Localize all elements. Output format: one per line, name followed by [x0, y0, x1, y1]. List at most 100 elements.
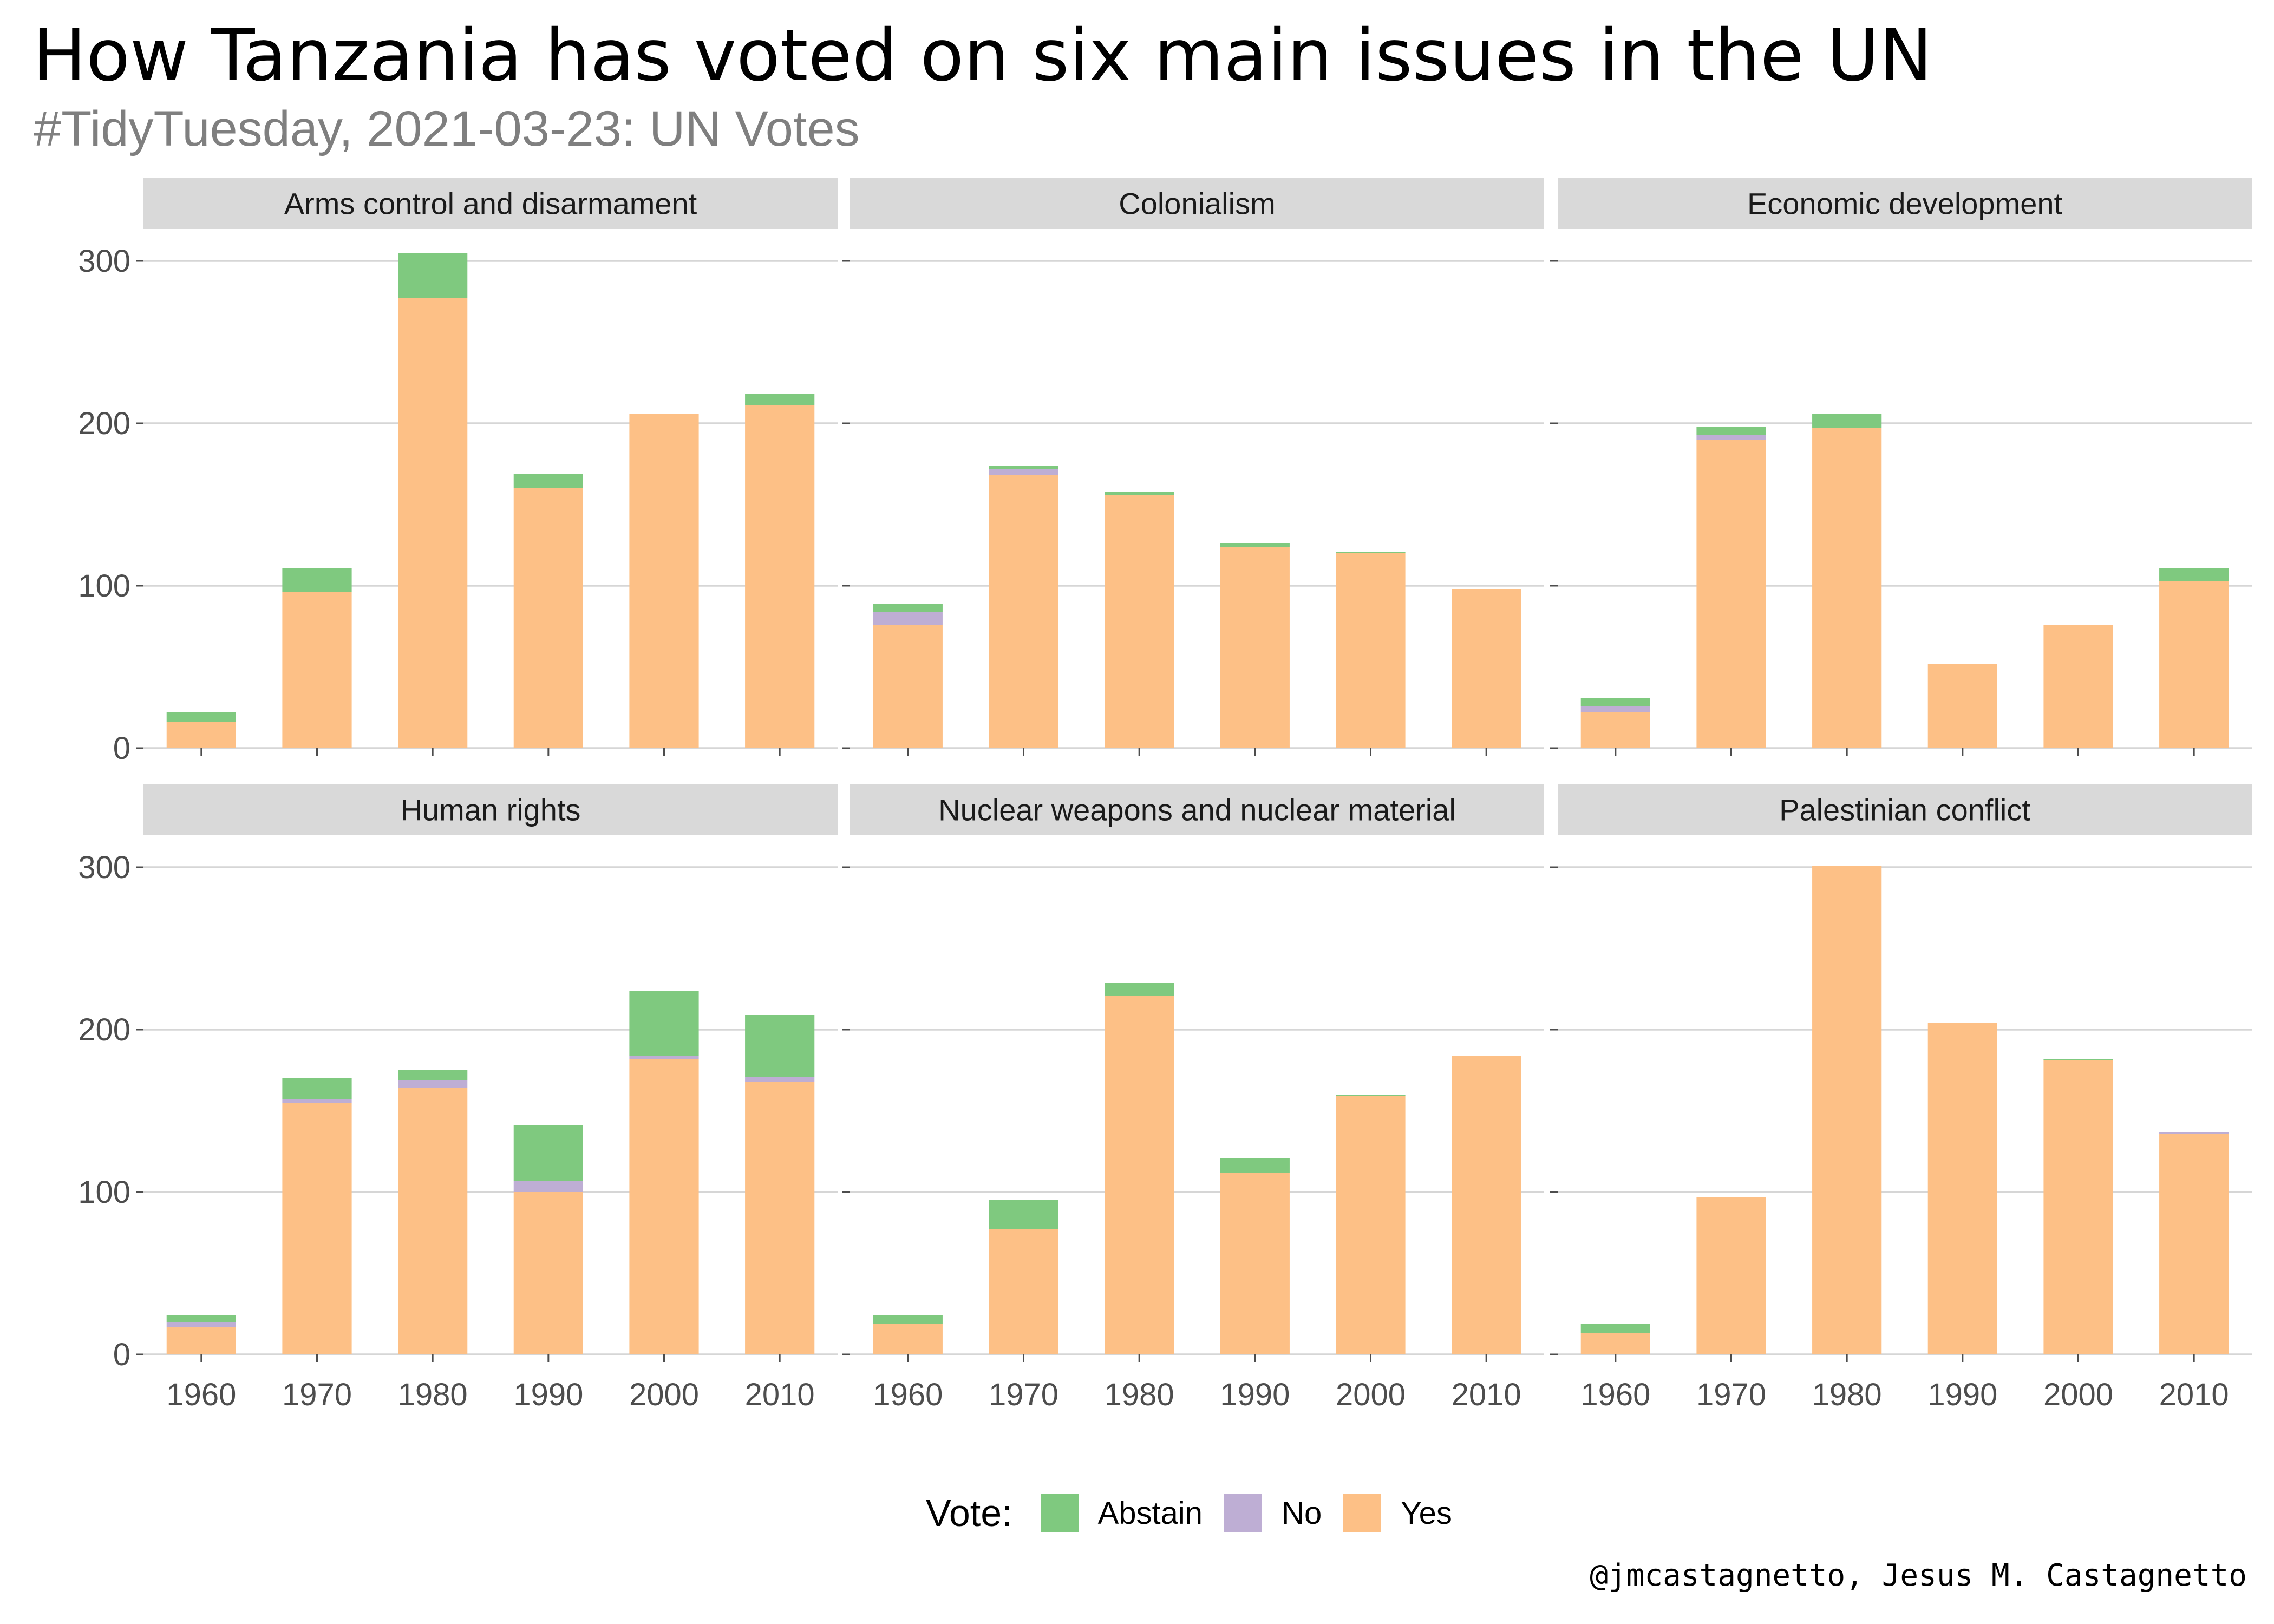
bar-no: [513, 1181, 583, 1192]
bar-abstain: [989, 466, 1058, 469]
bar-abstain: [1336, 552, 1406, 553]
bar-yes: [1580, 712, 1650, 748]
legend-title: Vote:: [926, 1492, 1012, 1534]
bar-yes: [1220, 1173, 1290, 1354]
bar-yes: [1336, 553, 1406, 748]
x-tick-label: 1990: [1927, 1377, 1997, 1412]
bar-yes: [2159, 1134, 2229, 1354]
bar-yes: [873, 1324, 943, 1354]
bar-no: [989, 469, 1058, 475]
bar-no: [745, 1077, 815, 1082]
bar-yes: [2043, 625, 2113, 748]
x-tick-label: 1980: [398, 1377, 468, 1412]
bar-yes: [166, 722, 236, 748]
bar-abstain: [1696, 427, 1766, 435]
facet-panel: Arms control and disarmament 0 100 200 300: [78, 178, 838, 766]
bar-no: [873, 612, 943, 625]
y-tick-label: 100: [78, 568, 130, 604]
y-tick-label: 300: [78, 850, 130, 885]
x-tick-label: 2000: [1336, 1377, 1406, 1412]
bar-yes: [282, 1103, 352, 1354]
bar-yes: [282, 592, 352, 748]
bar-abstain: [513, 474, 583, 488]
facet-strip: [1558, 784, 2252, 835]
facet-strip: [1558, 178, 2252, 229]
bar-no: [1696, 435, 1766, 440]
legend-swatch-abstain: [1040, 1494, 1079, 1532]
facet-strip: [143, 178, 838, 229]
x-tick-label: 2010: [745, 1377, 815, 1412]
facet-panel: Palestinian conflict 1960 1970 1980 1990 2000…: [1550, 784, 2252, 1412]
x-tick-label: 1970: [282, 1377, 352, 1412]
bar-abstain: [1580, 698, 1650, 706]
bar-abstain: [2043, 1059, 2113, 1060]
facet-title: Palestinian conflict: [1779, 793, 2030, 827]
bar-yes: [1927, 664, 1997, 748]
y-tick-label: 0: [113, 731, 130, 766]
x-tick-label: 1960: [873, 1377, 943, 1412]
bar-abstain: [398, 1070, 468, 1080]
bar-abstain: [745, 394, 815, 405]
bar-abstain: [989, 1200, 1058, 1229]
bar-yes: [629, 414, 699, 748]
x-tick-label: 1990: [513, 1377, 583, 1412]
bar-yes: [1812, 866, 1882, 1354]
bar-yes: [989, 1229, 1058, 1354]
bar-abstain: [1220, 1158, 1290, 1173]
bar-yes: [1580, 1333, 1650, 1354]
legend: Vote: Abstain No Yes: [926, 1491, 1474, 1535]
bar-yes: [745, 405, 815, 748]
x-tick-label: 1990: [1220, 1377, 1290, 1412]
bar-yes: [1696, 440, 1766, 748]
bar-abstain: [1105, 983, 1174, 996]
facet-title: Arms control and disarmament: [284, 187, 697, 221]
bar-yes: [1105, 495, 1174, 748]
bar-yes: [1220, 547, 1290, 748]
bar-abstain: [282, 568, 352, 592]
bar-yes: [1927, 1023, 1997, 1354]
bar-yes: [1812, 428, 1882, 748]
facet-panel: Nuclear weapons and nuclear material 1960…: [842, 784, 1544, 1412]
legend-item-yes: Yes: [1343, 1494, 1452, 1532]
legend-swatch-yes: [1343, 1494, 1382, 1532]
bar-yes: [1452, 1056, 1521, 1354]
bar-no: [398, 1080, 468, 1088]
bar-no: [629, 1056, 699, 1059]
bar-abstain: [873, 1315, 943, 1324]
bar-yes: [989, 475, 1058, 748]
bar-abstain: [1336, 1095, 1406, 1096]
x-tick-label: 1980: [1812, 1377, 1882, 1412]
legend-swatch-no: [1224, 1494, 1263, 1532]
bar-abstain: [1220, 543, 1290, 547]
bar-yes: [398, 1088, 468, 1354]
x-tick-label: 1970: [1696, 1377, 1766, 1412]
facet-strip: [850, 178, 1544, 229]
legend-label-abstain: Abstain: [1097, 1495, 1203, 1531]
bar-abstain: [513, 1125, 583, 1181]
bar-abstain: [629, 991, 699, 1056]
faceted-bar-chart: Arms control and disarmament 0 100 200 300 Co…: [78, 178, 2252, 1412]
x-tick-label: 1980: [1105, 1377, 1174, 1412]
bar-abstain: [1105, 492, 1174, 495]
x-tick-label: 1970: [989, 1377, 1058, 1412]
bar-abstain: [873, 604, 943, 612]
bar-yes: [873, 625, 943, 748]
y-tick-label: 300: [78, 244, 130, 279]
y-tick-label: 200: [78, 406, 130, 441]
facet-strip: [850, 784, 1544, 835]
page-title: How Tanzania has voted on six main issue…: [32, 14, 1933, 97]
bar-abstain: [2159, 568, 2229, 581]
bar-abstain: [282, 1078, 352, 1099]
bar-abstain: [166, 1315, 236, 1322]
y-tick-label: 200: [78, 1012, 130, 1047]
bar-yes: [2159, 581, 2229, 748]
bar-yes: [745, 1082, 815, 1354]
bar-yes: [513, 1192, 583, 1354]
bar-yes: [398, 298, 468, 748]
bar-yes: [2043, 1060, 2113, 1354]
legend-item-no: No: [1224, 1494, 1322, 1532]
bar-no: [282, 1099, 352, 1103]
facet-panel: Economic development: [1550, 178, 2252, 756]
facet-title: Colonialism: [1119, 187, 1275, 221]
legend-label-no: No: [1282, 1495, 1322, 1531]
